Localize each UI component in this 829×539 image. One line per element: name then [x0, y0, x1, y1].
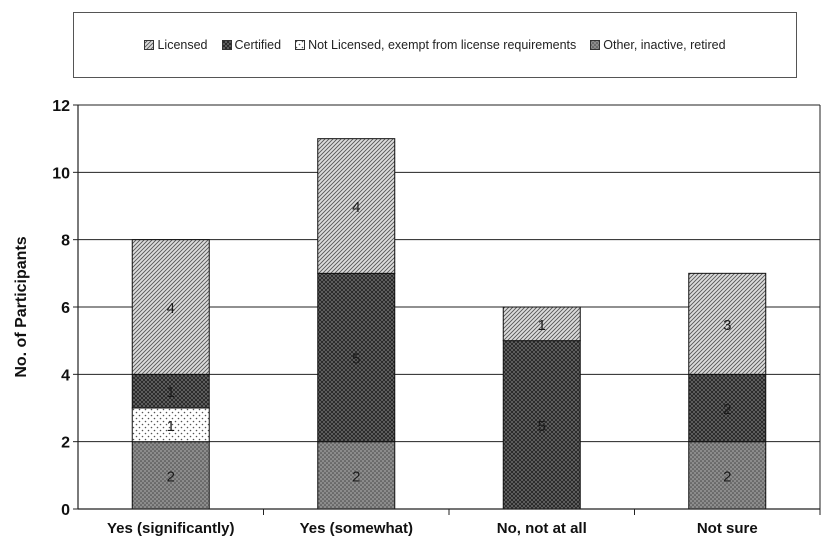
legend-item: Other, inactive, retired — [590, 38, 726, 52]
legend-item: Certified — [221, 38, 282, 52]
legend-swatch — [295, 40, 306, 50]
bar-segment — [688, 272, 767, 375]
legend-swatch — [144, 40, 155, 50]
legend: Licensed Certified Not Licensed, exempt fr… — [73, 12, 797, 78]
data-label: 2 — [167, 468, 175, 485]
bar-segment — [317, 272, 396, 443]
bars — [131, 138, 767, 510]
y-tick-label: 6 — [61, 300, 70, 317]
bar-segment — [502, 306, 581, 342]
data-label: 5 — [352, 351, 360, 368]
bar-segment — [502, 340, 581, 510]
bar-segment — [317, 138, 396, 274]
data-label: 2 — [723, 401, 731, 418]
legend-label: Certified — [234, 38, 282, 52]
data-label: 2 — [723, 468, 731, 485]
data-label: 1 — [538, 317, 546, 334]
x-tick-label: Yes (significantly) — [107, 520, 235, 537]
data-label: 3 — [723, 317, 731, 334]
y-tick-label: 2 — [61, 435, 70, 452]
y-tick-label: 0 — [61, 502, 70, 519]
data-label: 4 — [167, 300, 175, 317]
x-tick-label: Yes (somewhat) — [300, 520, 413, 537]
bar-segment — [688, 373, 767, 443]
y-tick-label: 4 — [61, 367, 70, 384]
legend-label: Not Licensed, exempt from license requir… — [308, 38, 577, 52]
x-tick-label: Not sure — [697, 520, 758, 537]
legend-label: Other, inactive, retired — [603, 38, 726, 52]
legend-swatch — [221, 40, 232, 50]
y-tick-label: 12 — [52, 98, 70, 115]
legend-label: Licensed — [157, 38, 208, 52]
y-axis-title: No. of Participants — [13, 236, 30, 377]
y-tick-label: 8 — [61, 233, 70, 250]
bar-segment — [317, 441, 396, 510]
axes — [73, 104, 821, 515]
data-label: 5 — [538, 418, 546, 435]
bar-segment — [688, 441, 767, 510]
bar-segment — [131, 373, 210, 409]
bar-segment — [131, 239, 210, 375]
y-tick-label: 10 — [52, 165, 70, 182]
legend-item: Not Licensed, exempt from license requir… — [295, 38, 576, 52]
data-label: 4 — [352, 199, 360, 216]
data-label: 1 — [167, 384, 175, 401]
data-label: 1 — [167, 418, 175, 435]
legend-item: Licensed — [144, 38, 208, 52]
x-tick-label: No, not at all — [497, 520, 587, 537]
data-label: 2 — [352, 468, 360, 485]
legend-swatch — [590, 40, 601, 50]
